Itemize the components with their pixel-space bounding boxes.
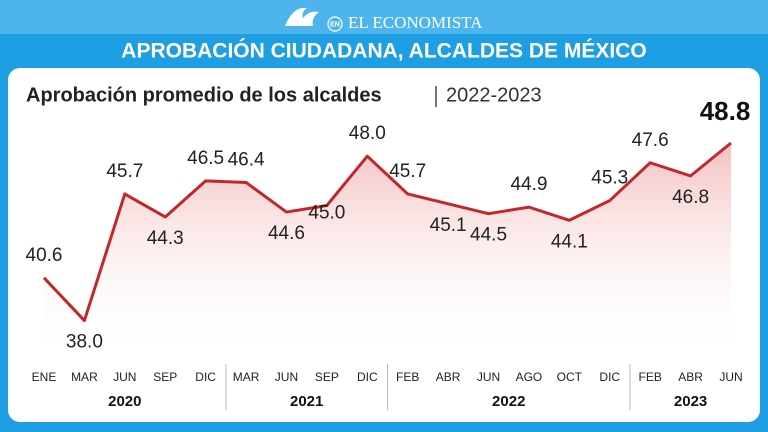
x-tick-label: DIC bbox=[195, 370, 216, 384]
x-tick-label: AGO bbox=[516, 370, 543, 384]
logo bbox=[285, 7, 319, 26]
value-label: 48.8 bbox=[700, 96, 751, 126]
value-label: 44.5 bbox=[470, 225, 507, 246]
x-tick-label: SEP bbox=[315, 370, 339, 384]
value-label: 44.1 bbox=[551, 231, 588, 252]
area bbox=[44, 143, 731, 360]
x-group-label: 2021 bbox=[290, 393, 323, 410]
value-label: 48.0 bbox=[349, 123, 386, 144]
value-label: 46.5 bbox=[187, 148, 224, 169]
brand: EL ECONOMISTA bbox=[348, 13, 483, 32]
value-label: 45.3 bbox=[591, 168, 628, 189]
value-label: 44.9 bbox=[510, 174, 547, 195]
subtitle: Aprobación promedio de los alcaldes bbox=[26, 84, 382, 106]
plot: 40.638.045.744.346.5 46.444.645.048.045.7… bbox=[26, 96, 751, 410]
value-label: 45.7 bbox=[106, 161, 143, 182]
x-group-label: 2023 bbox=[674, 393, 707, 410]
x-tick-label: SEP bbox=[153, 370, 177, 384]
value-label: 40.6 bbox=[26, 245, 63, 266]
x-tick-label: DIC bbox=[599, 370, 620, 384]
x-tick-label: FEB bbox=[396, 370, 419, 384]
value-label: 46.8 bbox=[672, 187, 709, 208]
x-tick-label: OCT bbox=[557, 370, 583, 384]
x-tick-label: JUN bbox=[113, 370, 136, 384]
value-label: 45.0 bbox=[308, 202, 345, 223]
brand-bar bbox=[0, 0, 768, 34]
value-label: 44.6 bbox=[268, 223, 305, 244]
x-tick-label: ENE bbox=[32, 370, 57, 384]
x-group-label: 2022 bbox=[492, 393, 525, 410]
badge-circle bbox=[327, 16, 343, 32]
badge: EN bbox=[330, 21, 340, 28]
line bbox=[42, 141, 732, 323]
x-tick-label: MAR bbox=[71, 370, 98, 384]
x-tick-label: FEB bbox=[639, 370, 662, 384]
x-tick-label: JUN bbox=[719, 370, 742, 384]
chart-title: APROBACIÓN CIUDADANA, ALCALDES DE MÉXICO bbox=[121, 39, 646, 63]
value-label: 38.0 bbox=[66, 332, 103, 353]
value-label: 45.7 bbox=[389, 161, 426, 182]
x-tick-label: JUN bbox=[275, 370, 298, 384]
x-tick-label: ABR bbox=[436, 370, 461, 384]
period: 2022-2023 bbox=[446, 84, 542, 106]
x-tick-label: DIC bbox=[357, 370, 378, 384]
value-label: 44.3 bbox=[147, 228, 184, 249]
value-label: 46.4 bbox=[228, 149, 265, 170]
x-tick-label: MAR bbox=[233, 370, 260, 384]
x-group-label: 2020 bbox=[108, 393, 141, 410]
value-label: 47.6 bbox=[632, 130, 669, 151]
x-tick-label: ABR bbox=[678, 370, 703, 384]
value-label: 45.1 bbox=[430, 215, 467, 236]
x-tick-label: JUN bbox=[477, 370, 500, 384]
